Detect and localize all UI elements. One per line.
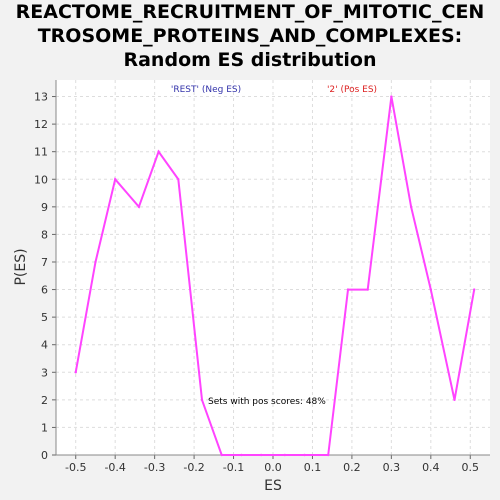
- grid-lines: [56, 80, 490, 456]
- y-tick-label: 0: [41, 449, 48, 462]
- x-axis-label: ES: [264, 478, 282, 494]
- series-points: [74, 95, 476, 457]
- series-point: [409, 205, 413, 209]
- x-tick-label: -0.4: [104, 461, 125, 474]
- x-tick-label: 0.3: [383, 461, 401, 474]
- series-point: [283, 453, 287, 457]
- x-tick-label: -0.1: [223, 461, 244, 474]
- series-point: [137, 205, 141, 209]
- y-tick-label: 5: [41, 311, 48, 324]
- series-point: [366, 288, 369, 291]
- x-tick-label: -0.2: [183, 461, 204, 474]
- x-tick-label: -0.5: [65, 461, 86, 474]
- chart-title-line-3: Random ES distribution: [123, 49, 377, 71]
- y-tick-label: 12: [34, 118, 48, 131]
- x-tick-label: 0.0: [264, 461, 282, 474]
- y-tick-label: 13: [34, 91, 48, 104]
- neg-es-label: 'REST' (Neg ES): [171, 85, 241, 95]
- y-tick-label: 11: [34, 146, 48, 159]
- series-point: [200, 398, 204, 402]
- y-tick-label: 6: [41, 284, 48, 297]
- series-point: [259, 453, 263, 457]
- series-point: [390, 95, 393, 98]
- pos-scores-annotation: Sets with pos scores: 48%: [208, 397, 326, 407]
- x-tick-label: -0.3: [144, 461, 165, 474]
- series-point: [113, 178, 117, 181]
- y-tick-label: 10: [34, 173, 48, 186]
- series-point: [346, 288, 350, 291]
- chart-title-line-2: TROSOME_PROTEINS_AND_COMPLEXES:: [37, 25, 463, 47]
- series-point: [177, 178, 180, 181]
- series-point: [473, 288, 476, 291]
- pos-es-label: '2' (Pos ES): [327, 85, 377, 95]
- y-tick-label: 1: [41, 421, 48, 434]
- chart-title-line-1: REACTOME_RECRUITMENT_OF_MITOTIC_CEN: [15, 1, 485, 23]
- y-tick-label: 8: [41, 228, 48, 241]
- series-point: [453, 398, 456, 402]
- series-point: [303, 453, 306, 457]
- x-tick-label: 0.4: [422, 461, 440, 474]
- y-tick-label: 7: [41, 256, 48, 269]
- series-point: [157, 150, 160, 153]
- y-tick-label: 9: [41, 201, 48, 214]
- series-point: [74, 371, 77, 374]
- chart-title: REACTOME_RECRUITMENT_OF_MITOTIC_CEN TROS…: [0, 0, 500, 72]
- x-tick-label: 0.1: [304, 461, 322, 474]
- x-tick-label: 0.5: [462, 461, 480, 474]
- series-point: [429, 288, 433, 291]
- x-tick-label: 0.2: [343, 461, 361, 474]
- y-axis-label: P(ES): [13, 248, 29, 285]
- series-line: [74, 96, 476, 456]
- y-tick-label: 4: [41, 339, 48, 352]
- series-point: [94, 260, 97, 264]
- tick-labels: -0.5 -0.4 -0.3 -0.2 -0.1 0.0 0.1 0.2 0.3 0.4 0.5 0 1…: [34, 91, 479, 474]
- series-point: [220, 453, 223, 457]
- y-tick-label: 3: [41, 366, 48, 379]
- y-tick-label: 2: [41, 394, 48, 407]
- series-point: [327, 453, 330, 457]
- series-point: [240, 453, 243, 457]
